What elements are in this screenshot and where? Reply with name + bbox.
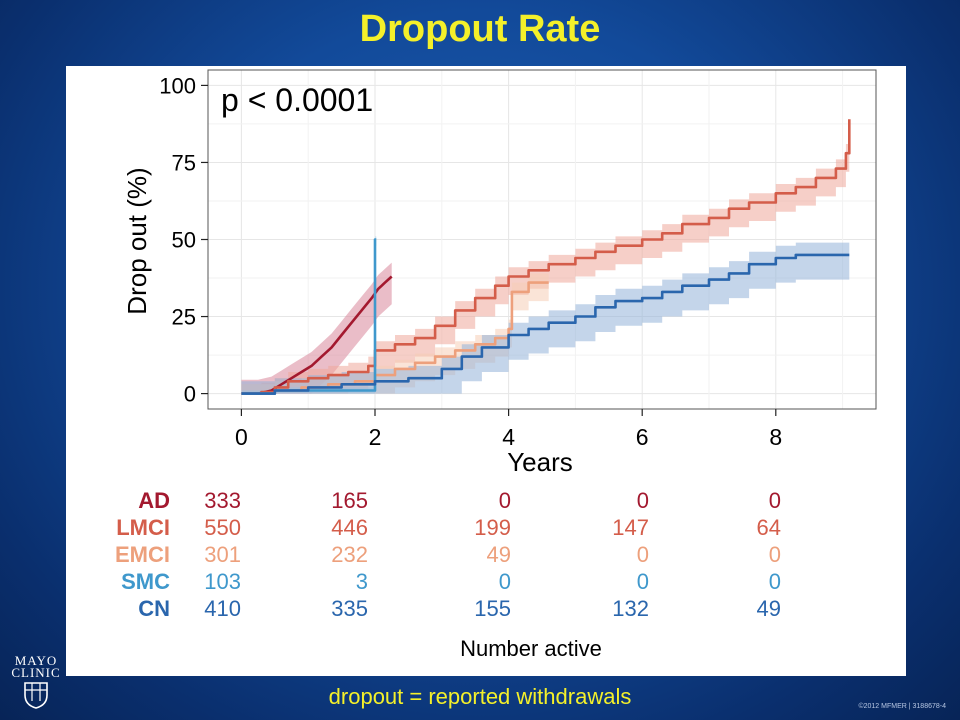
y-tick-label-25: 25 [172,305,196,330]
slide-title: Dropout Rate [359,8,601,50]
risk-cell-lmci-0: 550 [204,515,241,540]
risk-cell-smc-6: 0 [637,569,649,594]
risk-cell-cn-4: 155 [474,596,511,621]
risk-cell-emci-0: 301 [204,542,241,567]
risk-cell-cn-8: 49 [757,596,781,621]
x-tick-label-8: 8 [769,424,782,450]
x-tick-label-0: 0 [235,424,248,450]
shield-icon [24,682,48,709]
risk-cell-smc-8: 0 [769,569,781,594]
risk-cell-ad-4: 0 [499,488,511,513]
risk-cell-lmci-2: 446 [331,515,368,540]
risk-cell-ad-0: 333 [204,488,241,513]
mayo-clinic-logo: MAYO CLINIC [10,653,62,709]
risk-cell-cn-6: 132 [612,596,649,621]
band-ad [241,262,392,394]
x-axis-label: Years [507,447,573,477]
risk-cell-lmci-6: 147 [612,515,649,540]
y-tick-label-0: 0 [184,382,196,407]
line-cn [241,253,850,395]
risk-cell-emci-8: 0 [769,542,781,567]
risk-row-label-ad: AD [138,488,170,513]
risk-row-label-emci: EMCI [115,542,170,567]
x-tick-label-6: 6 [636,424,649,450]
y-tick-label-75: 75 [172,150,196,175]
copyright-text: ©2012 MFMER | 3188678-4 [858,703,946,710]
y-axis-label: Drop out (%) [122,167,152,314]
confidence-bands [241,110,850,394]
risk-cell-smc-4: 0 [499,569,511,594]
axis-ticks: 0 2 4 6 8 0 25 50 75 100 [159,73,782,450]
risk-table-title: Number active [460,636,602,661]
risk-cell-ad-2: 165 [331,488,368,513]
y-tick-label-100: 100 [159,73,196,98]
risk-cell-lmci-4: 199 [474,515,511,540]
x-tick-label-2: 2 [369,424,382,450]
risk-cell-ad-6: 0 [637,488,649,513]
dropout-chart: 0 2 4 6 8 0 25 50 75 100 p < 0.0001 Years Drop ou… [115,69,877,661]
risk-row-label-smc: SMC [121,569,170,594]
risk-cell-lmci-8: 64 [757,515,781,540]
risk-cell-emci-6: 0 [637,542,649,567]
logo-line-2: CLINIC [11,665,61,680]
slide-caption: dropout = reported withdrawals [328,684,632,709]
risk-row-label-lmci: LMCI [116,515,170,540]
risk-cell-cn-2: 335 [331,596,368,621]
y-tick-label-50: 50 [172,228,196,253]
line-lmci [241,119,851,395]
risk-cell-cn-0: 410 [204,596,241,621]
risk-cell-ad-8: 0 [769,488,781,513]
risk-cell-emci-2: 232 [331,542,368,567]
risk-cell-smc-2: 3 [356,569,368,594]
logo-line-1: MAYO [14,653,58,668]
band-cn [241,242,850,394]
series-lines [241,119,851,395]
risk-row-label-cn: CN [138,596,170,621]
risk-cell-smc-0: 103 [204,569,241,594]
chart-panel: 0 2 4 6 8 0 25 50 75 100 p < 0.0001 Years Drop ou… [66,66,906,676]
p-value-annotation: p < 0.0001 [221,82,373,118]
risk-cell-emci-4: 49 [487,542,511,567]
x-tick-label-4: 4 [502,424,515,450]
